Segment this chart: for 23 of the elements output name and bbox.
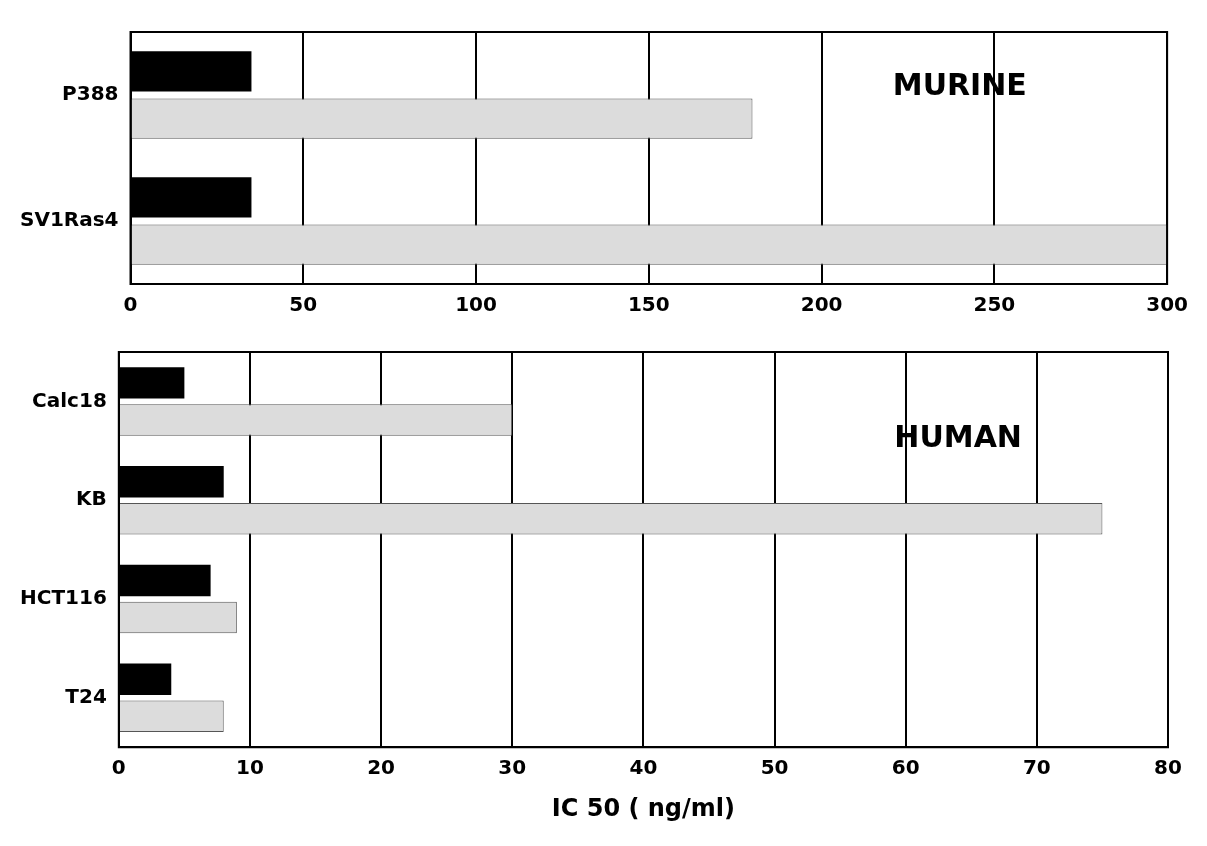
x-tick-label: 10 (236, 755, 264, 780)
x-tick-label: 50 (289, 292, 318, 317)
y-tick-label: T24 (65, 684, 107, 708)
x-tick-label: 20 (367, 755, 396, 780)
y-tick-label: HCT116 (19, 585, 107, 610)
x-tick-label: 200 (800, 292, 843, 317)
x-axis-title: IC 50 ( ng/ml) (551, 793, 736, 822)
x-tick-label: 60 (891, 755, 920, 780)
x-tick-label: 30 (498, 755, 527, 780)
x-tick-label: 80 (1154, 755, 1182, 780)
y-tick-label: KB (76, 486, 107, 511)
y-tick-label: Calc18 (32, 387, 107, 412)
y-tick-label: P388 (62, 81, 119, 106)
x-tick-label: 250 (973, 292, 1016, 317)
x-tick-label: 150 (627, 292, 670, 317)
x-tick-label: 0 (111, 755, 126, 780)
x-tick-label: 50 (760, 755, 789, 780)
y-tick-label: SV1Ras4 (20, 207, 119, 232)
x-tick-label: 40 (629, 755, 658, 780)
x-tick-label: 300 (1146, 292, 1188, 317)
x-tick-label: 100 (455, 292, 497, 317)
x-tick-label: 70 (1022, 755, 1051, 780)
x-tick-label: 0 (123, 292, 138, 317)
